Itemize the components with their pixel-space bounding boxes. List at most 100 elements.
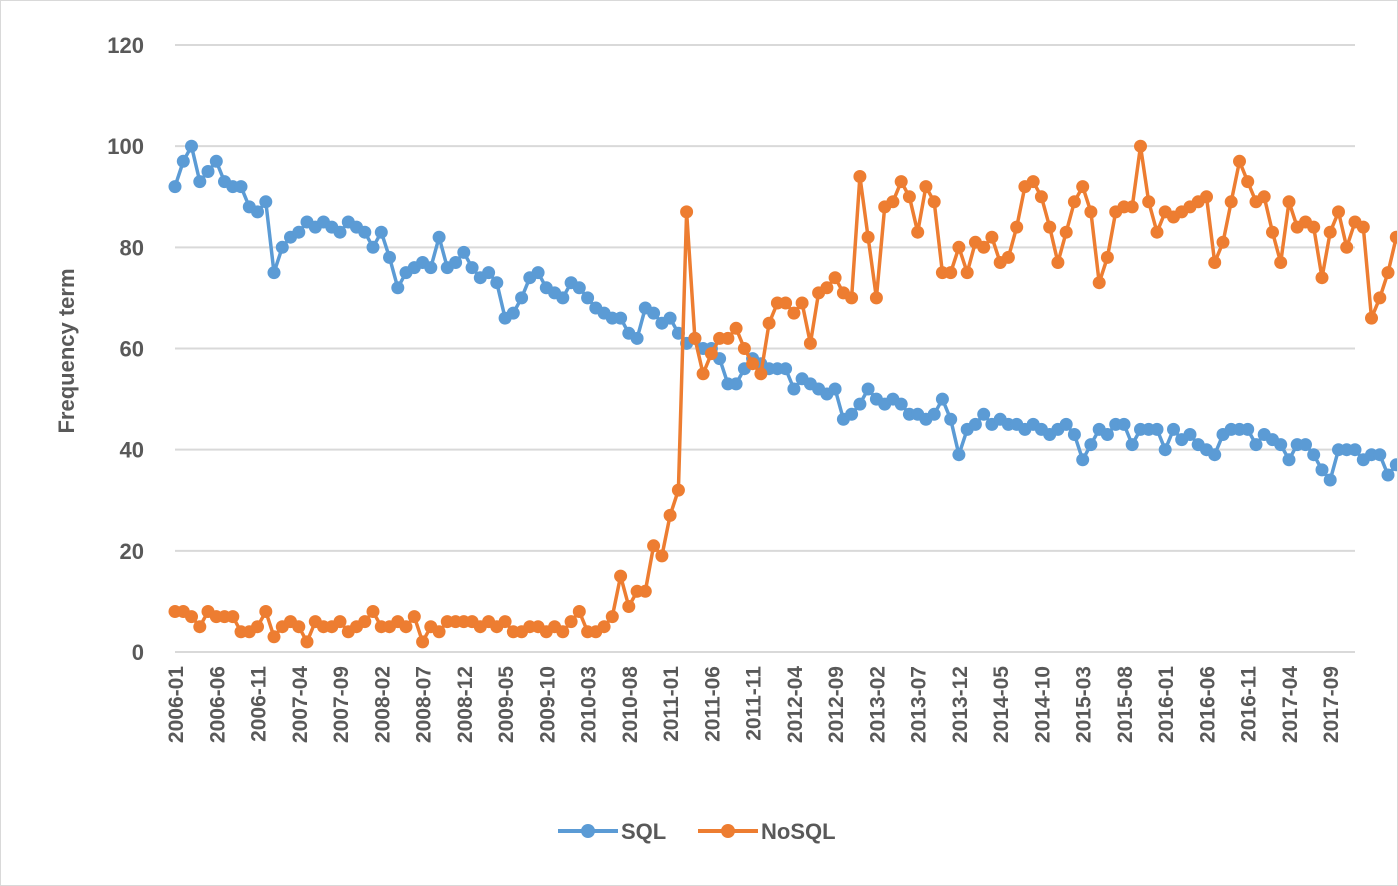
data-point (927, 195, 941, 209)
data-point (1307, 448, 1321, 462)
data-point (1076, 453, 1090, 467)
data-point (820, 281, 834, 295)
data-point (1274, 438, 1288, 452)
x-tick-label: 2012-09 (825, 666, 848, 743)
data-point (209, 154, 223, 168)
data-point (1043, 220, 1057, 234)
data-point (1067, 195, 1081, 209)
data-point (952, 240, 966, 254)
data-point (1117, 417, 1131, 431)
data-point (1134, 139, 1147, 153)
data-point (259, 195, 273, 209)
data-point (1051, 256, 1065, 269)
data-point (647, 539, 661, 553)
data-point (1183, 428, 1197, 441)
y-tick-label: 40 (120, 438, 144, 463)
data-point (457, 245, 471, 259)
data-point (1026, 175, 1040, 189)
data-point (861, 382, 875, 396)
data-point (1323, 473, 1337, 487)
data-point (449, 256, 463, 269)
data-point (1200, 190, 1213, 204)
data-point (391, 281, 405, 295)
data-point (1274, 256, 1288, 269)
data-point (358, 225, 372, 239)
data-point (333, 225, 347, 239)
data-point (1224, 195, 1238, 209)
x-tick-label: 2013-12 (949, 666, 972, 743)
data-point (746, 357, 760, 371)
data-point (581, 291, 595, 305)
data-point (1100, 250, 1114, 264)
data-point (358, 615, 372, 629)
series-nosql (168, 139, 1397, 649)
data-point (1150, 225, 1164, 239)
data-point (803, 336, 817, 350)
data-point (597, 620, 611, 634)
data-point (226, 610, 240, 624)
series-layer (168, 139, 1397, 649)
data-point (787, 382, 801, 396)
data-point (795, 296, 809, 310)
data-point (655, 549, 669, 563)
data-point (622, 600, 636, 613)
data-point (630, 331, 644, 345)
y-tick-label: 0 (132, 640, 144, 665)
data-point (968, 417, 982, 431)
data-point (1125, 438, 1139, 452)
data-point (1249, 438, 1263, 452)
x-tick-label: 2007-04 (289, 666, 312, 743)
x-tick-label: 2011-06 (701, 666, 724, 742)
data-point (1001, 250, 1015, 264)
data-point (1076, 180, 1090, 194)
y-axis-ticks: 0 20 40 60 80 100 120 (107, 33, 144, 665)
y-tick-label: 120 (107, 33, 144, 58)
data-point (845, 291, 859, 305)
data-point (663, 311, 677, 325)
data-point (853, 170, 867, 183)
x-tick-label: 2006-01 (165, 666, 188, 743)
data-point (737, 342, 751, 355)
data-point (729, 321, 743, 335)
data-point (927, 407, 941, 421)
data-point (572, 281, 586, 295)
data-point (572, 605, 586, 618)
data-point (498, 615, 512, 629)
data-point (1208, 448, 1222, 462)
x-tick-label: 2013-02 (866, 666, 889, 743)
data-point (1356, 220, 1370, 234)
data-point (779, 362, 793, 376)
x-tick-label: 2010-08 (619, 666, 642, 743)
data-point (787, 306, 801, 320)
data-point (1282, 195, 1296, 209)
x-tick-label: 2016-01 (1155, 666, 1178, 743)
legend-marker (581, 824, 595, 838)
data-point (564, 615, 578, 629)
data-point (556, 291, 570, 305)
data-point (1158, 443, 1172, 457)
y-tick-label: 80 (120, 235, 144, 260)
legend-label: SQL (621, 819, 666, 844)
legend-item-nosql: NoSQL (698, 819, 836, 844)
x-tick-label: 2017-04 (1279, 666, 1302, 743)
x-tick-label: 2017-09 (1320, 666, 1343, 743)
data-point (977, 407, 991, 421)
data-point (729, 377, 743, 391)
data-point (1084, 438, 1098, 452)
x-tick-label: 2013-07 (908, 666, 931, 743)
data-point (1315, 271, 1329, 285)
data-point (960, 266, 974, 280)
data-point (515, 291, 529, 305)
x-tick-label: 2016-11 (1238, 666, 1261, 742)
data-point (1257, 190, 1271, 204)
x-tick-label: 2011-01 (660, 666, 683, 742)
data-point (779, 296, 793, 310)
series-line-nosql (175, 144, 1397, 644)
data-point (201, 165, 215, 178)
data-point (259, 605, 273, 618)
data-point (894, 175, 908, 189)
x-tick-label: 2008-12 (454, 666, 477, 743)
data-point (1241, 175, 1255, 189)
data-point (1315, 463, 1329, 477)
